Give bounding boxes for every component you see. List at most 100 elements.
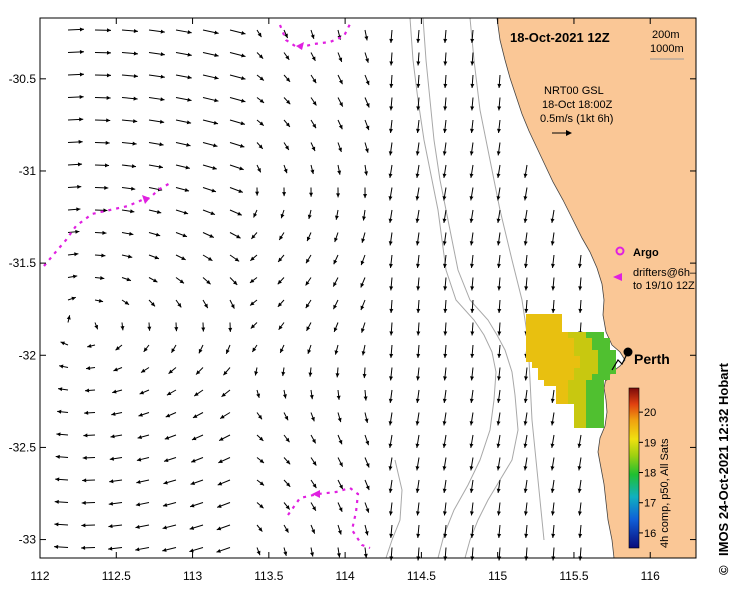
current-arrow-head [257,414,262,420]
sst-pixel [526,320,532,326]
current-arrow-head [56,432,61,437]
colorbar-ticks: 16 17 18 19 20 [639,407,656,540]
current-arrow-head [469,241,474,246]
current-arrow-head [337,530,342,535]
current-arrow-head [147,326,152,331]
sst-pixel [598,374,604,380]
sst-pixel [568,356,574,362]
sst-pixel [532,326,538,332]
current-arrow-head [496,263,501,268]
current-arrow-head [286,459,291,465]
current-arrow-head [216,526,222,531]
sst-pixel [598,398,604,404]
current-arrow-head [442,218,447,223]
sst-pixel [598,356,604,362]
current-arrow-head [256,393,261,398]
current-arrow-head [257,32,262,38]
current-arrow-head [443,376,448,381]
current-arrow-head [416,331,421,336]
current-arrow-head [443,533,448,538]
current-arrow-head [279,235,284,241]
sst-pixel [598,380,604,386]
sst-pixel [574,332,580,338]
current-arrow-head [496,398,501,403]
current-arrow-head [389,61,394,66]
sst-pixel [586,386,592,392]
current-arrow-head [281,371,286,377]
current-arrow-head [524,308,529,313]
drifter-legend-line1: drifters@6h– [633,267,697,279]
copyright-symbol: © [716,565,731,575]
current-arrow-head [523,173,528,178]
current-arrow-head [497,331,502,336]
current-arrow-head [284,415,289,421]
sst-pixel [586,356,592,362]
current-arrow-head [550,263,555,268]
sst-pixel [544,356,550,362]
current-arrow-head [415,421,420,426]
current-arrow-head [364,418,369,423]
current-arrow-head [365,103,370,108]
drifter-legend-marker [613,273,622,281]
current-arrow-head [334,215,339,220]
current-arrow-head [389,308,394,313]
current-arrow-head [307,214,312,220]
current-arrow-head [442,466,447,471]
current-arrow-head [131,186,136,191]
current-arrow-head [259,504,264,509]
current-arrow-head [550,218,555,223]
sst-pixel [562,332,568,338]
current-arrow-head [189,548,194,553]
current-arrow-head [551,533,556,538]
current-arrow-head [470,308,475,313]
current-arrow-head [285,77,291,82]
current-arrow-head [220,414,225,419]
current-arrow-head [365,440,370,446]
sst-pixel [580,356,586,362]
current-arrow-head [442,443,447,448]
sst-pixel [526,314,532,320]
current-arrow-head [469,173,474,178]
current-arrow-head [160,97,165,102]
current-arrow-head [363,194,368,199]
current-arrow-head [101,253,106,258]
current-arrow-head [211,188,216,193]
sst-pixel [562,362,568,368]
current-arrow-head [181,256,186,260]
current-arrow-head [192,414,198,418]
current-arrow-head [194,392,199,397]
current-arrow-head [523,218,528,223]
sst-pixel [532,362,538,368]
current-arrow-head [237,211,242,216]
sst-pixel [610,350,616,356]
current-arrow-head [54,499,59,504]
current-arrow-head [214,53,219,58]
sst-pixel [580,368,586,374]
sst-pixel [532,344,538,350]
current-arrow-head [578,286,583,291]
sst-pixel [538,356,544,362]
current-arrow-head [191,436,197,441]
current-arrow-head [77,162,83,167]
sst-pixel [586,422,592,428]
vector-legend-line2: 18-Oct 18:00Z [542,99,613,111]
current-arrow-head [496,488,501,493]
current-arrow-head [310,552,314,557]
sst-pixel [592,362,598,368]
current-arrow-head [85,388,90,393]
sst-pixel [544,314,550,320]
current-arrow-head [497,533,502,538]
contour-shelf [469,17,545,541]
current-arrow-head [389,286,394,291]
credit-text: IMOS 24-Oct-2021 12:32 Hobart [716,362,731,556]
contour-200m [422,17,519,559]
sst-pixel [604,374,610,380]
current-arrow-head [388,488,393,493]
current-arrow-head [133,119,138,124]
sst-pixel [574,404,580,410]
plot-frame [39,17,697,559]
current-arrow-head [214,30,219,35]
current-arrow-head [219,436,224,441]
y-tick-label: -31.5 [9,256,37,270]
